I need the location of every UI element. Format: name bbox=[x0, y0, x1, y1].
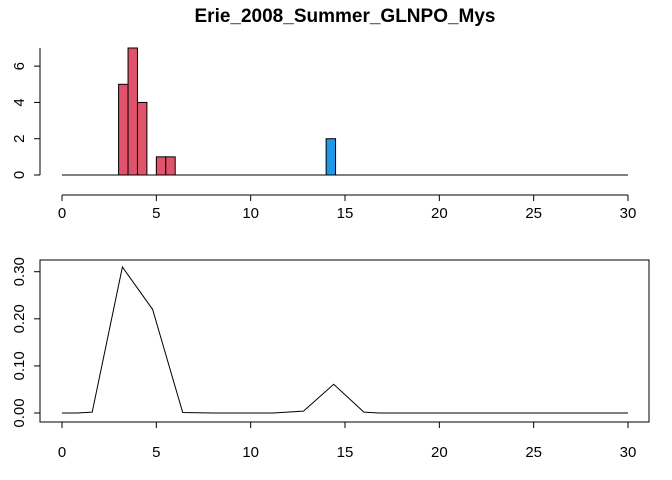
histogram-panel: Erie_2008_Summer_GLNPO_Mys 0 2 4 6 0 5 10 15 20… bbox=[11, 6, 636, 222]
histogram-x-ticks: 0 5 10 15 20 25 30 bbox=[58, 195, 637, 222]
histogram-x-tick-label: 15 bbox=[337, 205, 354, 222]
density-x-tick-label: 30 bbox=[620, 444, 637, 461]
chart-title: Erie_2008_Summer_GLNPO_Mys bbox=[195, 6, 496, 27]
histogram-x-tick-label: 0 bbox=[58, 205, 66, 222]
density-y-tick-label: 0.30 bbox=[11, 257, 28, 286]
histogram-bar bbox=[155, 156, 167, 176]
density-y-tick-label: 0.10 bbox=[11, 351, 28, 380]
histogram-bar bbox=[136, 101, 148, 176]
density-plot-box bbox=[39, 259, 650, 423]
density-y-tick-label: 0.20 bbox=[11, 304, 28, 333]
histogram-x-tick-label: 5 bbox=[152, 205, 160, 222]
histogram-x-tick-label: 30 bbox=[620, 205, 637, 222]
histogram-bar bbox=[165, 156, 176, 176]
histogram-y-tick-label: 6 bbox=[11, 62, 28, 70]
histogram-x-tick-label: 10 bbox=[242, 205, 259, 222]
histogram-bar bbox=[325, 138, 337, 176]
density-panel: 0.00 0.10 0.20 0.30 0 5 10 15 20 25 30 bbox=[11, 257, 650, 461]
histogram-y-tick-label: 2 bbox=[11, 135, 28, 143]
histogram-bar bbox=[118, 83, 129, 176]
density-x-tick-label: 5 bbox=[152, 444, 160, 461]
density-x-tick-label: 0 bbox=[58, 444, 66, 461]
histogram-y-ticks: 0 2 4 6 bbox=[11, 62, 40, 179]
density-x-ticks: 0 5 10 15 20 25 30 bbox=[58, 422, 637, 461]
density-series-line bbox=[62, 265, 628, 414]
density-x-tick-label: 10 bbox=[242, 444, 259, 461]
density-x-tick-label: 20 bbox=[431, 444, 448, 461]
density-y-tick-label: 0.00 bbox=[11, 398, 28, 427]
density-x-tick-label: 15 bbox=[337, 444, 354, 461]
histogram-x-tick-label: 25 bbox=[525, 205, 542, 222]
histogram-bar bbox=[127, 47, 138, 176]
histogram-y-tick-label: 4 bbox=[11, 98, 28, 106]
histogram-x-tick-label: 20 bbox=[431, 205, 448, 222]
histogram-y-tick-label: 0 bbox=[11, 171, 28, 179]
density-y-ticks: 0.00 0.10 0.20 0.30 bbox=[11, 257, 40, 428]
density-x-tick-label: 25 bbox=[525, 444, 542, 461]
histogram-bars bbox=[118, 47, 337, 176]
